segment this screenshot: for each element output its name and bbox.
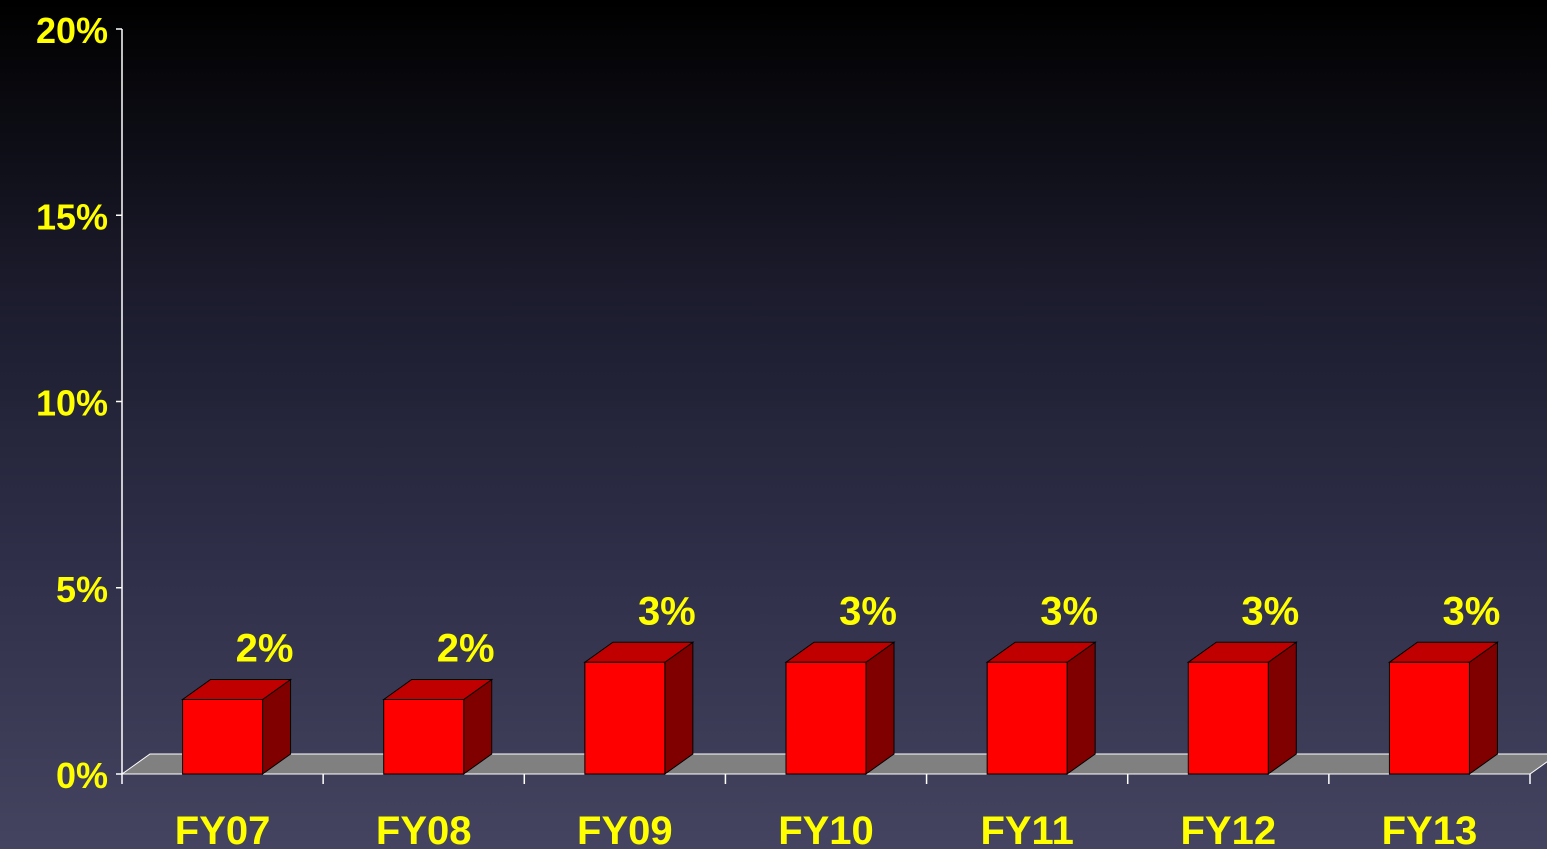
bar-front [785,661,867,775]
bar-front [1388,661,1470,775]
bar [784,641,896,775]
bar-side [664,641,694,775]
y-tick-label: 15% [36,196,108,237]
bar-value-label: 3% [839,589,897,633]
y-tick-label: 20% [36,10,108,51]
bar-front [584,661,666,775]
x-tick-label: FY08 [376,809,472,849]
bar-side [1468,641,1498,775]
bar-front [1187,661,1269,775]
x-tick-label: FY07 [175,809,271,849]
bar-value-label: 3% [1241,589,1299,633]
y-axis-ticks: 0% 5% 10% 15% 20% [36,10,122,796]
bar [1387,641,1499,775]
bars [181,641,1499,775]
bar-side [1267,641,1297,775]
y-tick-label: 10% [36,383,108,424]
x-tick-label: FY10 [778,809,874,849]
bar-value-label: 3% [1443,589,1501,633]
x-tick-label: FY13 [1382,809,1478,849]
bar [181,678,293,775]
bar [583,641,695,775]
bar-side [1066,641,1096,775]
y-tick-label: 0% [56,755,108,796]
bar-value-label: 2% [236,627,294,671]
bar [985,641,1097,775]
y-tick-label: 5% [56,569,108,610]
bar [382,678,494,775]
bar [1186,641,1298,775]
x-tick-label: FY09 [577,809,673,849]
bar-front [182,699,264,775]
x-axis-ticks: FY07 FY08 FY09 FY10 FY11 FY12 FY13 [121,774,1531,849]
x-tick-label: FY11 [980,809,1073,849]
bar-front [986,661,1068,775]
bar-side [865,641,895,775]
value-labels: 2% 2% 3% 3% 3% 3% 3% [236,589,1501,670]
bar-front [383,699,465,775]
bar-value-label: 3% [638,589,696,633]
bar-value-label: 2% [437,627,495,671]
bar-value-label: 3% [1040,589,1098,633]
x-tick-label: FY12 [1180,809,1276,849]
